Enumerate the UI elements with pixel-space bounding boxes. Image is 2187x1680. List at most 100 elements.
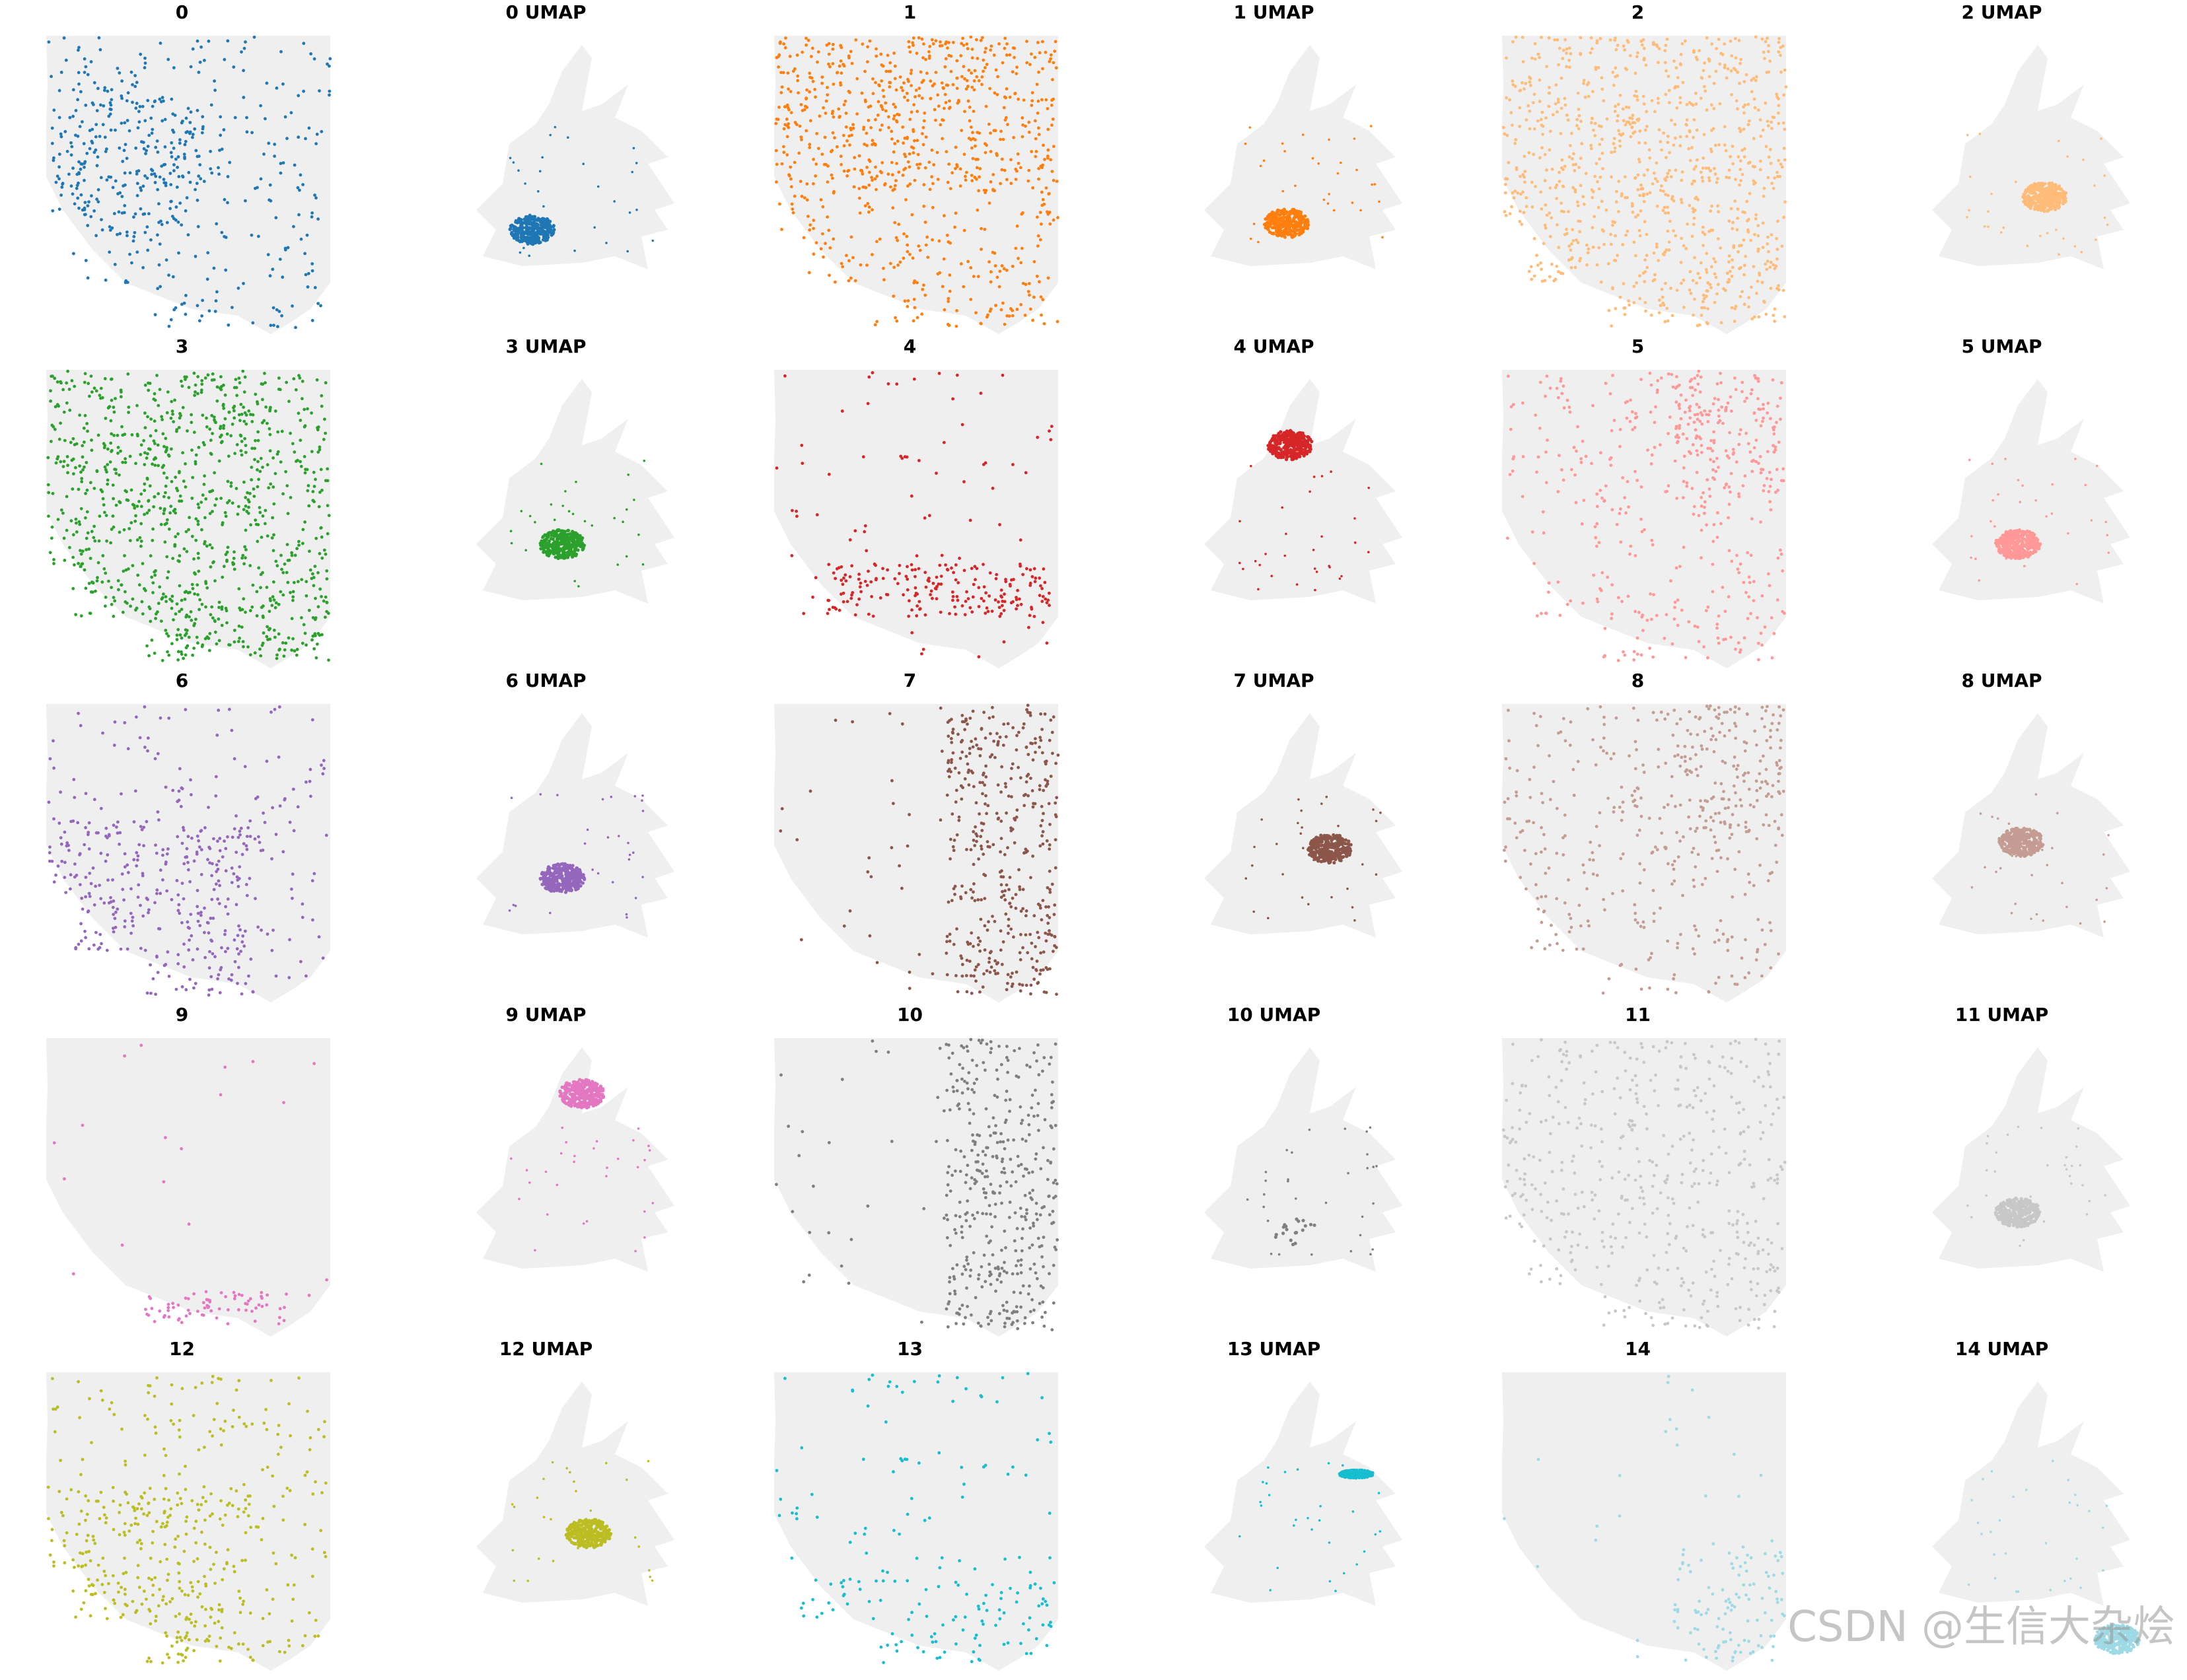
cell-point bbox=[1027, 120, 1031, 124]
cell-point bbox=[1616, 114, 1620, 118]
cell-point bbox=[186, 591, 190, 595]
cell-point bbox=[1718, 62, 1721, 66]
cell-point bbox=[982, 69, 985, 73]
cell-point bbox=[118, 501, 122, 505]
cell-point bbox=[61, 465, 65, 468]
cell-point bbox=[854, 38, 858, 42]
cell-point bbox=[1056, 320, 1059, 324]
umap-point bbox=[539, 219, 543, 223]
cell-point bbox=[830, 112, 834, 116]
cell-point bbox=[886, 172, 890, 176]
cell-point bbox=[217, 166, 220, 170]
cell-point bbox=[295, 547, 299, 551]
cell-point bbox=[57, 177, 61, 181]
umap-point bbox=[571, 512, 575, 516]
cell-point bbox=[944, 57, 948, 61]
cell-point bbox=[1521, 190, 1524, 194]
umap-point bbox=[2038, 193, 2042, 197]
cell-point bbox=[1015, 308, 1019, 311]
cell-point bbox=[177, 426, 181, 429]
cell-point bbox=[1011, 600, 1015, 604]
cell-point bbox=[201, 115, 205, 119]
cell-point bbox=[269, 482, 273, 486]
cell-point bbox=[968, 606, 972, 610]
cell-point bbox=[104, 150, 108, 153]
cell-point bbox=[1543, 179, 1547, 182]
cell-point bbox=[1676, 85, 1680, 88]
cell-point bbox=[908, 118, 912, 122]
cell-point bbox=[1723, 63, 1727, 67]
cell-point bbox=[223, 197, 227, 201]
cell-point bbox=[903, 299, 907, 303]
cell-point bbox=[1044, 597, 1048, 601]
cell-point bbox=[182, 301, 186, 305]
cell-point bbox=[1703, 306, 1706, 310]
cell-point bbox=[1648, 156, 1651, 160]
umap-point bbox=[514, 231, 518, 235]
background-cells bbox=[476, 45, 674, 269]
cell-point bbox=[976, 131, 980, 134]
cell-point bbox=[183, 375, 187, 379]
cell-point bbox=[305, 643, 308, 647]
cell-point bbox=[1719, 52, 1723, 55]
cell-point bbox=[871, 371, 875, 374]
cell-point bbox=[826, 612, 830, 615]
cell-point bbox=[1742, 111, 1746, 115]
cell-point bbox=[1600, 137, 1604, 141]
panel-title: 4 bbox=[903, 335, 917, 357]
cell-point bbox=[174, 205, 178, 209]
cell-point bbox=[157, 263, 161, 267]
cell-point bbox=[100, 218, 103, 221]
cell-point bbox=[85, 151, 89, 155]
cell-point bbox=[1540, 267, 1543, 271]
cell-point bbox=[972, 88, 976, 92]
cell-point bbox=[281, 82, 285, 86]
cell-point bbox=[954, 324, 958, 328]
cell-point bbox=[149, 554, 153, 558]
cell-point bbox=[150, 172, 154, 176]
cell-point bbox=[795, 53, 799, 57]
cell-point bbox=[99, 488, 103, 492]
background-cells bbox=[476, 379, 674, 604]
cell-point bbox=[832, 571, 836, 575]
umap-point bbox=[2055, 228, 2058, 231]
cell-point bbox=[143, 230, 147, 234]
cell-point bbox=[51, 374, 54, 378]
umap-point bbox=[1381, 236, 1384, 239]
cell-point bbox=[811, 79, 815, 83]
cell-point bbox=[240, 50, 243, 54]
cell-point bbox=[54, 461, 58, 465]
cell-point bbox=[164, 629, 168, 632]
cell-point bbox=[831, 48, 835, 51]
cell-point bbox=[1714, 69, 1718, 73]
cell-point bbox=[104, 417, 108, 420]
cell-point bbox=[996, 75, 999, 79]
cell-point bbox=[1028, 282, 1031, 285]
cell-point bbox=[1657, 128, 1661, 131]
cell-point bbox=[1680, 42, 1684, 46]
cell-point bbox=[1585, 83, 1589, 87]
cell-point bbox=[178, 141, 182, 145]
cell-point bbox=[164, 184, 168, 188]
cell-point bbox=[315, 132, 319, 136]
cell-point bbox=[96, 155, 100, 159]
cell-point bbox=[180, 384, 184, 388]
cell-point bbox=[86, 73, 90, 77]
cell-point bbox=[281, 593, 285, 597]
cell-point bbox=[1730, 92, 1733, 96]
cell-point bbox=[1711, 127, 1715, 131]
cell-point bbox=[1614, 234, 1617, 238]
cell-point bbox=[253, 651, 257, 655]
cell-point bbox=[912, 319, 915, 323]
cell-point bbox=[926, 578, 930, 582]
cell-point bbox=[964, 87, 968, 91]
cell-point bbox=[1018, 597, 1021, 601]
cell-point bbox=[1725, 176, 1729, 179]
cell-point bbox=[1002, 609, 1006, 612]
cell-point bbox=[936, 93, 940, 97]
cell-point bbox=[944, 42, 947, 46]
cell-point bbox=[960, 604, 964, 608]
cell-point bbox=[1766, 124, 1770, 127]
cell-point bbox=[880, 161, 884, 164]
cell-point bbox=[1001, 137, 1005, 141]
